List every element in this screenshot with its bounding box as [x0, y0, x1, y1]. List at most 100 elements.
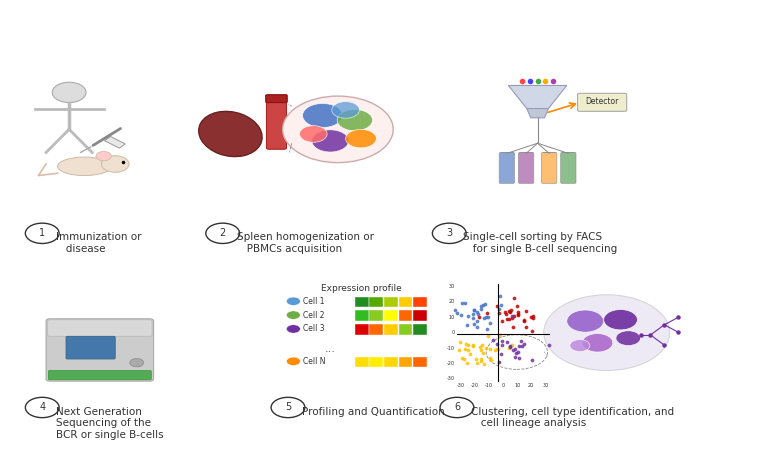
Point [509, 353, 521, 361]
Text: 30: 30 [542, 383, 548, 388]
Point [505, 306, 517, 313]
Point [525, 313, 537, 321]
Bar [355, 357, 369, 367]
Point [462, 341, 474, 348]
Point [506, 323, 518, 330]
Bar [399, 324, 412, 335]
FancyBboxPatch shape [46, 319, 154, 381]
Bar [413, 324, 427, 335]
Point [528, 314, 540, 322]
Point [477, 302, 489, 309]
Point [518, 341, 531, 348]
Text: 4: 4 [39, 402, 45, 413]
Point [473, 344, 485, 351]
Text: 30: 30 [449, 284, 455, 289]
Bar [355, 297, 369, 307]
Point [491, 346, 503, 353]
FancyBboxPatch shape [266, 100, 286, 149]
Point [508, 294, 521, 301]
Point [502, 344, 515, 352]
Text: Cell 1: Cell 1 [303, 297, 325, 306]
Bar [413, 297, 427, 307]
Bar [369, 310, 383, 321]
Circle shape [286, 311, 300, 319]
Circle shape [130, 359, 144, 367]
Point [481, 309, 493, 316]
Point [516, 342, 528, 349]
Point [475, 357, 488, 365]
Polygon shape [104, 136, 125, 148]
Point [471, 308, 483, 316]
Circle shape [570, 340, 590, 352]
FancyBboxPatch shape [518, 152, 534, 183]
Point [455, 299, 468, 306]
Point [511, 311, 524, 318]
Point [458, 356, 470, 363]
Point [494, 292, 506, 299]
Bar [369, 357, 383, 367]
Point [501, 315, 513, 322]
FancyBboxPatch shape [541, 152, 557, 183]
Point [511, 310, 524, 318]
FancyBboxPatch shape [561, 152, 576, 183]
FancyBboxPatch shape [499, 152, 515, 183]
Point [542, 341, 554, 349]
Point [461, 321, 473, 328]
Point [507, 346, 519, 353]
Bar [384, 310, 398, 321]
Circle shape [604, 310, 637, 330]
Point [518, 317, 530, 325]
Bar [355, 324, 369, 335]
Point [527, 312, 539, 320]
Circle shape [286, 357, 300, 365]
Point [472, 311, 485, 318]
Point [482, 332, 494, 340]
Circle shape [544, 295, 670, 371]
Text: 5: 5 [285, 402, 291, 413]
Circle shape [303, 103, 343, 128]
Bar [355, 310, 369, 321]
Point [509, 346, 521, 353]
Circle shape [52, 82, 86, 103]
Point [460, 340, 472, 347]
Polygon shape [527, 109, 548, 118]
Point [472, 314, 485, 321]
Point [475, 346, 487, 353]
Circle shape [300, 126, 327, 142]
FancyBboxPatch shape [266, 95, 287, 103]
Bar [399, 310, 412, 321]
Point [503, 315, 515, 322]
Point [488, 346, 501, 353]
Point [475, 303, 488, 310]
Point [485, 356, 497, 364]
Point [520, 308, 532, 315]
Point [510, 349, 522, 357]
Point [471, 317, 483, 325]
Point [470, 355, 482, 362]
Point [484, 345, 496, 353]
Point [478, 315, 490, 322]
Point [477, 349, 489, 356]
Point [472, 359, 484, 367]
Point [468, 320, 480, 327]
Text: 3: 3 [446, 228, 452, 238]
Point [480, 313, 492, 321]
Text: Next Generation
Sequencing of the
BCR or single B-cells: Next Generation Sequencing of the BCR or… [56, 407, 164, 440]
Point [468, 306, 480, 314]
FancyBboxPatch shape [48, 320, 152, 336]
Circle shape [283, 96, 393, 163]
Bar [369, 324, 383, 335]
Point [482, 313, 495, 321]
Point [526, 357, 538, 364]
Point [495, 301, 507, 308]
Point [468, 306, 480, 314]
Text: Cell 3: Cell 3 [303, 324, 325, 334]
Point [455, 311, 468, 319]
Bar [399, 357, 412, 367]
Point [466, 311, 478, 318]
Point [495, 337, 508, 345]
Point [458, 346, 471, 353]
Point [462, 312, 475, 320]
Point [503, 307, 515, 314]
Bar [384, 324, 398, 335]
